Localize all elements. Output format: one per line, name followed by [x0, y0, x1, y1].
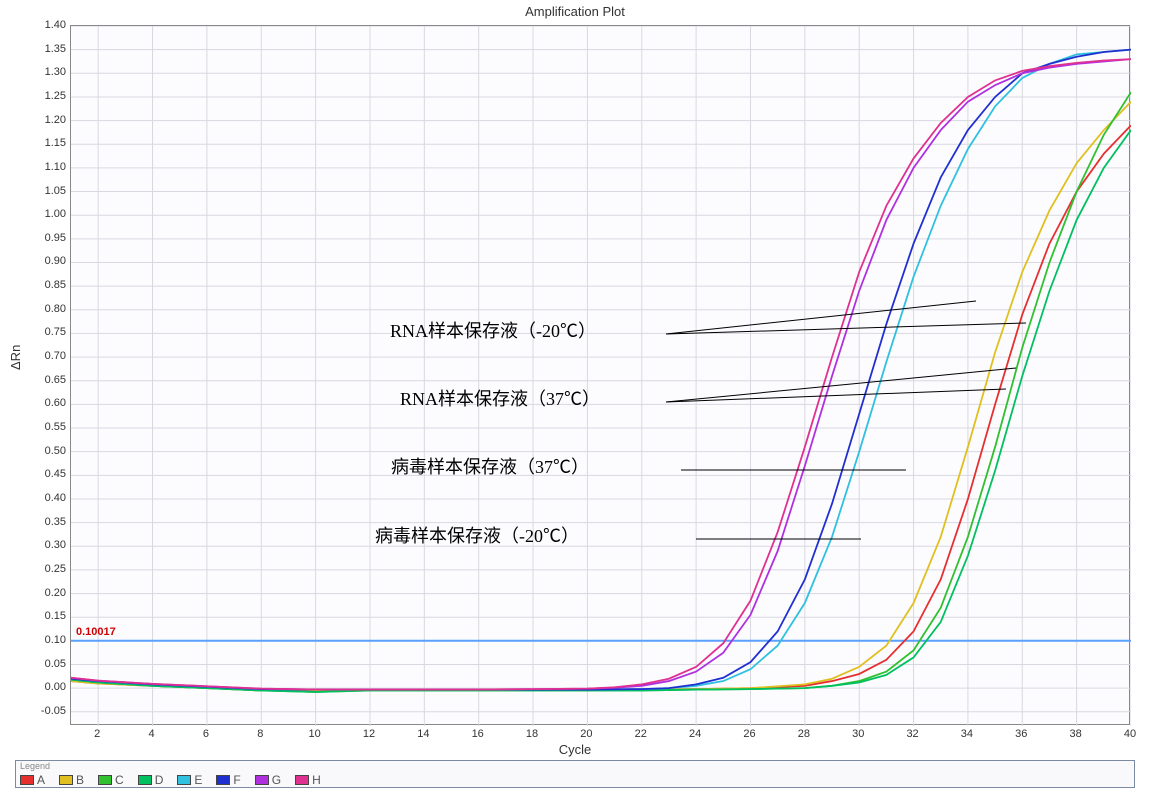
legend-swatch	[98, 775, 112, 785]
y-tick-label: 1.40	[16, 19, 66, 31]
legend-item: H	[295, 773, 321, 787]
x-axis-label: Cycle	[0, 742, 1150, 757]
x-tick-label: 26	[743, 728, 755, 740]
x-tick-label: 36	[1015, 728, 1027, 740]
y-tick-label: 0.90	[16, 255, 66, 267]
legend-label: G	[272, 773, 281, 787]
legend-swatch	[20, 775, 34, 785]
x-tick-label: 24	[689, 728, 701, 740]
y-tick-label: 0.15	[16, 610, 66, 622]
x-tick-label: 40	[1124, 728, 1136, 740]
y-tick-label: 1.25	[16, 90, 66, 102]
y-tick-label: 0.85	[16, 279, 66, 291]
annotation-layer	[71, 26, 1131, 726]
legend-items: A B C D E F G H	[20, 773, 321, 787]
legend-label: A	[37, 773, 45, 787]
legend-item: A	[20, 773, 45, 787]
legend-title: Legend	[20, 761, 50, 771]
annotation-label: RNA样本保存液（-20℃）	[390, 317, 596, 343]
legend-label: C	[115, 773, 124, 787]
y-tick-label: 0.60	[16, 397, 66, 409]
y-tick-label: 0.80	[16, 303, 66, 315]
chart-title: Amplification Plot	[0, 4, 1150, 19]
x-tick-label: 28	[798, 728, 810, 740]
y-tick-label: 1.00	[16, 208, 66, 220]
x-tick-label: 8	[257, 728, 263, 740]
y-tick-label: -0.05	[16, 705, 66, 717]
x-tick-label: 38	[1070, 728, 1082, 740]
y-tick-label: 0.65	[16, 374, 66, 386]
x-tick-label: 4	[148, 728, 154, 740]
y-tick-label: 0.30	[16, 539, 66, 551]
legend-label: D	[155, 773, 164, 787]
x-tick-label: 18	[526, 728, 538, 740]
y-tick-label: 1.30	[16, 66, 66, 78]
y-tick-label: 0.50	[16, 445, 66, 457]
legend-item: C	[98, 773, 124, 787]
y-tick-label: 0.20	[16, 587, 66, 599]
y-tick-label: 0.75	[16, 326, 66, 338]
y-tick-label: 0.70	[16, 350, 66, 362]
legend-swatch	[138, 775, 152, 785]
x-tick-label: 30	[852, 728, 864, 740]
legend-item: F	[216, 773, 240, 787]
x-tick-label: 32	[906, 728, 918, 740]
legend-label: H	[312, 773, 321, 787]
x-tick-label: 6	[203, 728, 209, 740]
legend-item: G	[255, 773, 281, 787]
legend-item: D	[138, 773, 164, 787]
threshold-label: 0.10017	[76, 626, 116, 638]
legend-label: F	[233, 773, 240, 787]
plot-area	[70, 25, 1130, 725]
y-tick-label: 0.40	[16, 492, 66, 504]
legend-swatch	[216, 775, 230, 785]
y-tick-label: 1.20	[16, 114, 66, 126]
x-tick-label: 22	[635, 728, 647, 740]
legend-swatch	[59, 775, 73, 785]
legend-item: E	[177, 773, 202, 787]
y-tick-label: 0.55	[16, 421, 66, 433]
y-tick-label: 0.10	[16, 634, 66, 646]
chart-container: { "chart": { "type": "line", "title": "A…	[0, 0, 1150, 806]
y-tick-label: 0.95	[16, 232, 66, 244]
y-tick-label: 0.05	[16, 658, 66, 670]
y-tick-label: 1.05	[16, 185, 66, 197]
y-tick-label: 0.35	[16, 516, 66, 528]
x-tick-label: 10	[308, 728, 320, 740]
legend-swatch	[295, 775, 309, 785]
legend-label: E	[194, 773, 202, 787]
annotation-label: RNA样本保存液（37℃）	[400, 385, 600, 411]
legend-label: B	[76, 773, 84, 787]
annotation-label: 病毒样本保存液（37℃）	[391, 453, 589, 479]
x-tick-label: 2	[94, 728, 100, 740]
x-tick-label: 34	[961, 728, 973, 740]
x-tick-label: 14	[417, 728, 429, 740]
legend: Legend A B C D E F G H	[15, 760, 1135, 788]
x-tick-label: 20	[580, 728, 592, 740]
y-tick-label: 1.10	[16, 161, 66, 173]
x-tick-label: 12	[363, 728, 375, 740]
y-tick-label: 0.45	[16, 468, 66, 480]
y-tick-label: 0.00	[16, 681, 66, 693]
legend-item: B	[59, 773, 84, 787]
legend-swatch	[177, 775, 191, 785]
annotation-label: 病毒样本保存液（-20℃）	[375, 522, 579, 548]
y-tick-label: 0.25	[16, 563, 66, 575]
y-tick-label: 1.15	[16, 137, 66, 149]
y-tick-label: 1.35	[16, 43, 66, 55]
legend-swatch	[255, 775, 269, 785]
x-tick-label: 16	[472, 728, 484, 740]
